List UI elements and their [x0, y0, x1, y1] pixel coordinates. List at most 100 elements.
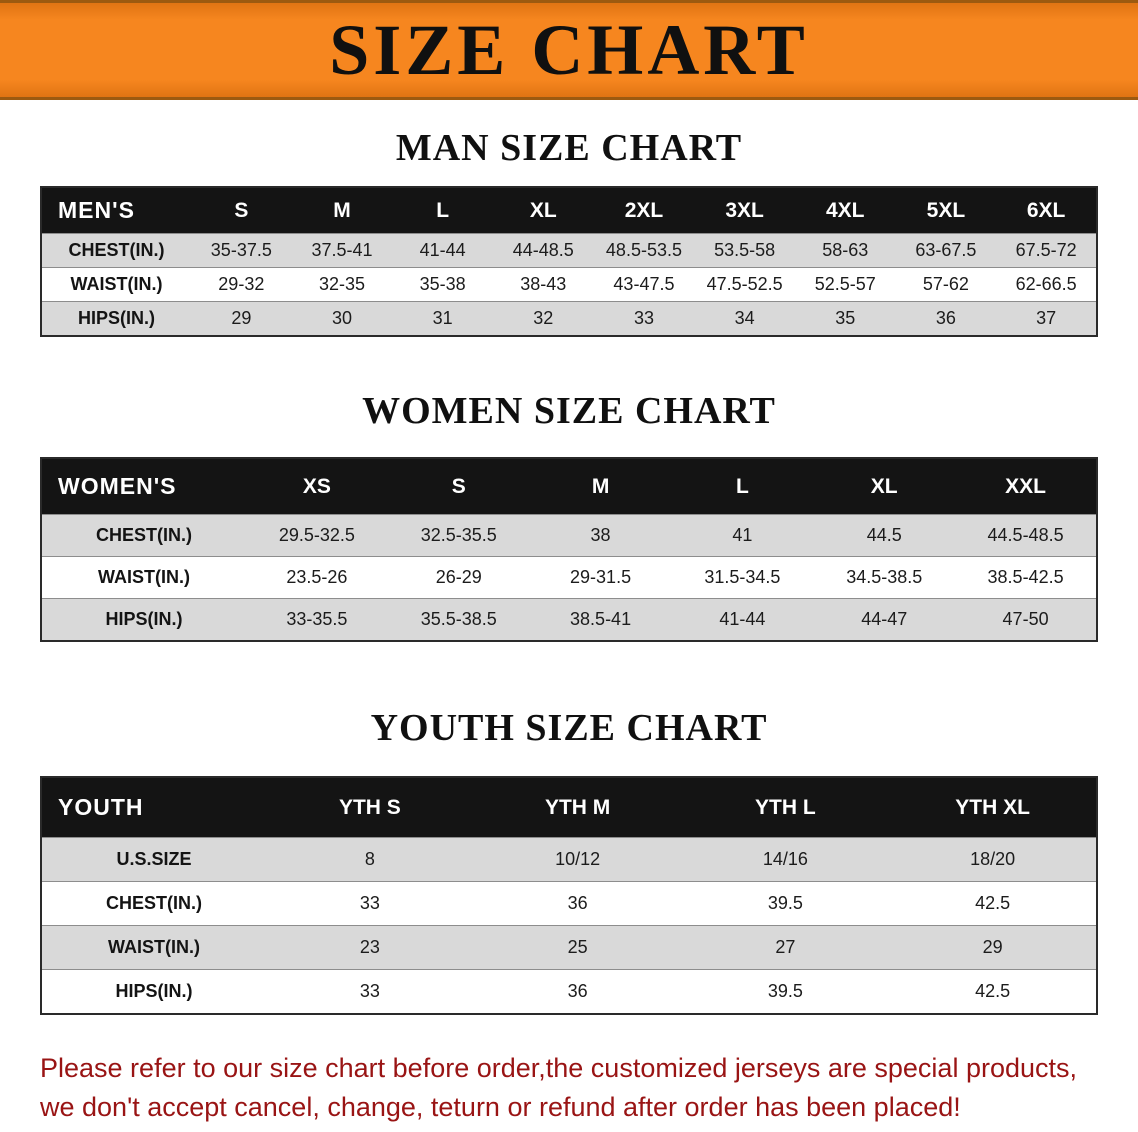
size-header-cell: YTH M — [544, 795, 611, 819]
size-value-cell: 33 — [359, 981, 380, 1001]
size-header-cell: L — [735, 474, 749, 498]
size-value-cell: 32.5-35.5 — [420, 525, 497, 545]
size-value-cell: 63-67.5 — [915, 240, 977, 260]
size-value-cell: 35-38 — [419, 274, 466, 294]
size-value-cell: 58-63 — [822, 240, 869, 260]
size-value-cell: 44.5-48.5 — [987, 525, 1064, 545]
size-value-cell: 35-37.5 — [210, 240, 272, 260]
size-value-cell: 43-47.5 — [613, 274, 675, 294]
disclaimer-line-2: we don't accept cancel, change, teturn o… — [40, 1092, 961, 1123]
size-value-cell: 29.5-32.5 — [278, 525, 355, 545]
size-header-cell: 2XL — [624, 198, 664, 222]
measurement-label-cell: HIPS(IN.) — [105, 609, 183, 629]
size-header-cell: XXL — [1005, 474, 1046, 498]
table-header-row: MEN'S S M L XL 2XL 3XL 4XL 5XL 6XL — [41, 187, 1097, 234]
table-row: CHEST(IN.) 35-37.5 37.5-41 41-44 44-48.5 48.5… — [41, 233, 1097, 268]
men-chart-heading: MAN SIZE CHART — [395, 127, 743, 169]
size-value-cell: 52.5-57 — [814, 274, 876, 294]
size-value-cell: 47.5-52.5 — [706, 274, 783, 294]
measurement-label-cell: HIPS(IN.) — [77, 308, 155, 328]
size-value-cell: 36 — [567, 981, 588, 1001]
table-title-cell: MEN'S — [58, 197, 135, 223]
size-value-cell: 26-29 — [435, 567, 482, 587]
size-value-cell: 44.5 — [866, 525, 902, 545]
size-value-cell: 29 — [231, 308, 252, 328]
size-value-cell: 44-48.5 — [512, 240, 574, 260]
disclaimer-line-1: Please refer to our size chart before or… — [40, 1053, 1078, 1083]
size-value-cell: 48.5-53.5 — [605, 240, 682, 260]
size-header-cell: S — [451, 474, 466, 498]
size-value-cell: 41 — [732, 525, 753, 545]
size-value-cell: 29-32 — [218, 274, 265, 294]
table-row: U.S.SIZE 8 10/12 14/16 18/20 — [41, 837, 1097, 882]
size-value-cell: 31.5-34.5 — [704, 567, 781, 587]
size-header-cell: YTH L — [755, 795, 816, 819]
table-row: WAIST(IN.) 23.5-26 26-29 29-31.5 31.5-34.5 34… — [41, 556, 1097, 599]
size-value-cell: 29 — [982, 937, 1003, 957]
size-value-cell: 33 — [359, 893, 380, 913]
measurement-label-cell: CHEST(IN.) — [68, 240, 165, 260]
size-header-cell: M — [591, 474, 610, 498]
size-value-cell: 57-62 — [922, 274, 969, 294]
table-row: HIPS(IN.) 33-35.5 35.5-38.5 38.5-41 41-44 44-… — [41, 598, 1097, 641]
banner-title: SIZE CHART — [329, 10, 809, 90]
table-row: WAIST(IN.) 29-32 32-35 35-38 38-43 43-47.5 47.… — [41, 267, 1097, 302]
table-row: HIPS(IN.) 33 36 39.5 42.5 — [41, 969, 1097, 1014]
size-value-cell: 8 — [364, 849, 375, 869]
size-value-cell: 10/12 — [555, 849, 601, 869]
size-header-cell: L — [436, 198, 450, 222]
size-value-cell: 14/16 — [762, 849, 808, 869]
size-value-cell: 30 — [331, 308, 352, 328]
size-value-cell: 37 — [1036, 308, 1057, 328]
size-value-cell: 33 — [633, 308, 654, 328]
size-value-cell: 53.5-58 — [714, 240, 776, 260]
men-size-table: MEN'S S M L XL 2XL 3XL 4XL 5XL 6XL CHEST(IN.) 35-37… — [40, 186, 1098, 337]
size-value-cell: 36 — [567, 893, 588, 913]
size-value-cell: 44-47 — [861, 609, 908, 629]
size-value-cell: 41-44 — [419, 240, 466, 260]
size-value-cell: 34 — [734, 308, 755, 328]
size-value-cell: 27 — [775, 937, 796, 957]
size-value-cell: 62-66.5 — [1015, 274, 1077, 294]
women-chart-heading: WOMEN SIZE CHART — [362, 390, 776, 432]
size-value-cell: 32 — [533, 308, 554, 328]
table-row: WAIST(IN.) 23 25 27 29 — [41, 925, 1097, 970]
women-size-section: WOMEN SIZE CHART WOMEN'S XS S M L XL XXL CHEST(… — [0, 389, 1138, 642]
size-value-cell: 47-50 — [1002, 609, 1049, 629]
measurement-label-cell: WAIST(IN.) — [98, 567, 190, 587]
youth-size-section: YOUTH SIZE CHART YOUTH YTH S YTH M YTH L YTH… — [0, 706, 1138, 1015]
size-header-cell: 4XL — [826, 198, 865, 222]
size-value-cell: 35 — [835, 308, 856, 328]
measurement-label-cell: HIPS(IN.) — [115, 981, 193, 1001]
size-value-cell: 35.5-38.5 — [420, 609, 497, 629]
size-value-cell: 33-35.5 — [286, 609, 348, 629]
size-header-cell: 3XL — [725, 198, 764, 222]
youth-size-table: YOUTH YTH S YTH M YTH L YTH XL U.S.SIZE 8 10/12… — [40, 776, 1098, 1015]
measurement-label-cell: CHEST(IN.) — [106, 893, 202, 913]
table-header-row: WOMEN'S XS S M L XL XXL — [41, 458, 1097, 515]
size-header-cell: YTH S — [338, 795, 401, 819]
size-header-cell: 5XL — [926, 198, 966, 222]
size-header-cell: YTH XL — [955, 795, 1030, 819]
size-value-cell: 39.5 — [767, 981, 803, 1001]
size-value-cell: 42.5 — [975, 981, 1011, 1001]
size-value-cell: 31 — [432, 308, 453, 328]
table-title-cell: YOUTH — [58, 794, 144, 820]
youth-chart-heading: YOUTH SIZE CHART — [370, 707, 768, 749]
size-value-cell: 18/20 — [970, 849, 1016, 869]
size-value-cell: 23.5-26 — [286, 567, 348, 587]
size-value-cell: 67.5-72 — [1015, 240, 1077, 260]
measurement-label-cell: WAIST(IN.) — [108, 937, 200, 957]
size-value-cell: 42.5 — [975, 893, 1011, 913]
table-row: CHEST(IN.) 29.5-32.5 32.5-35.5 38 41 44.5 44.5… — [41, 514, 1097, 557]
measurement-label-cell: CHEST(IN.) — [96, 525, 192, 545]
men-size-section: MAN SIZE CHART MEN'S S M L XL 2XL 3XL 4XL 5XL 6XL… — [0, 126, 1138, 337]
table-row: HIPS(IN.) 29 30 31 32 33 34 35 36 37 — [41, 301, 1097, 336]
size-value-cell: 39.5 — [767, 893, 803, 913]
size-header-cell: XS — [302, 474, 331, 498]
table-row: CHEST(IN.) 33 36 39.5 42.5 — [41, 881, 1097, 926]
size-value-cell: 32-35 — [318, 274, 365, 294]
women-size-table: WOMEN'S XS S M L XL XXL CHEST(IN.) 29.5-32.5 32.5… — [40, 457, 1098, 642]
size-header-cell: XL — [529, 198, 557, 222]
